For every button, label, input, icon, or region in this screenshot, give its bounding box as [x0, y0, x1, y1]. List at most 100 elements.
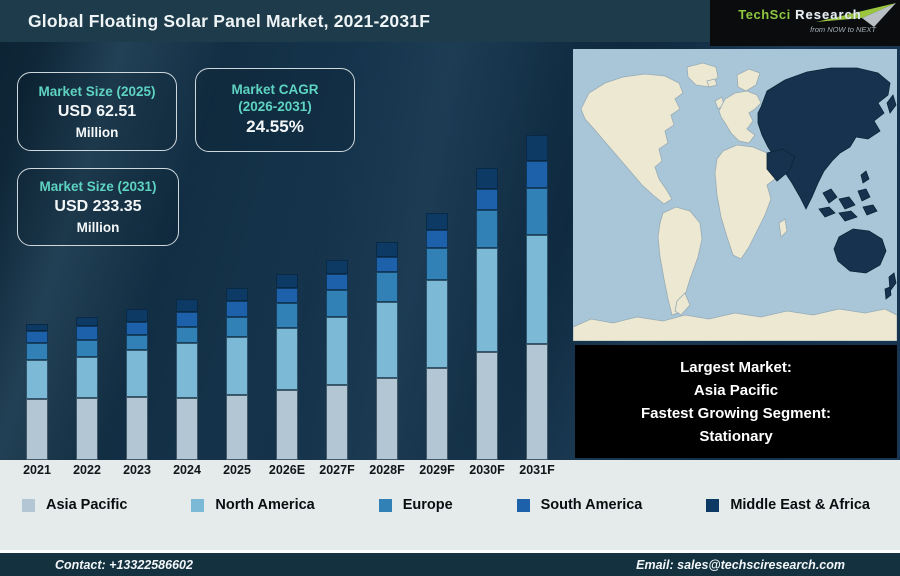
bar-segment-north-america — [376, 302, 398, 378]
bar-segment-asia-pacific — [476, 352, 498, 460]
page-title: Global Floating Solar Panel Market, 2021… — [28, 11, 431, 31]
map-iceland — [706, 78, 718, 88]
logo-brand-primary: TechSci — [738, 7, 791, 22]
bar-segment-south-america — [526, 161, 548, 188]
bar-segment-asia-pacific — [526, 344, 548, 460]
map-arabia — [766, 148, 796, 182]
bar-segment-europe — [326, 290, 348, 317]
logo-brand-secondary: Research — [795, 7, 862, 22]
contact-email: Email: sales@techsciresearch.com — [636, 557, 845, 572]
bar-2021 — [26, 324, 48, 460]
market-size-2025-label: Market Size (2025) — [38, 83, 156, 99]
x-axis-label-2023: 2023 — [123, 463, 151, 477]
legend-swatch-south-america — [516, 498, 530, 512]
map-indonesia-2 — [838, 210, 858, 222]
map-new-zealand-south — [884, 286, 892, 300]
bar-segment-middle-east-africa — [476, 168, 498, 189]
legend-item-middle-east-africa: Middle East & Africa — [706, 497, 870, 513]
footer-bar: Contact: +13322586602 Email: sales@techs… — [0, 553, 900, 576]
x-axis-label-2026E: 2026E — [268, 463, 306, 477]
bar-segment-north-america — [526, 235, 548, 344]
legend-item-south-america: South America — [516, 497, 642, 513]
chart-stage: Market Size (2025) USD 62.51 Million Mar… — [0, 42, 900, 460]
bar-segment-south-america — [376, 257, 398, 272]
bar-segment-north-america — [276, 328, 298, 390]
bar-segment-south-america — [76, 326, 98, 340]
bar-segment-middle-east-africa — [76, 317, 98, 326]
legend-item-north-america: North America — [191, 497, 315, 513]
bar-2025 — [226, 288, 248, 460]
bar-segment-south-america — [426, 230, 448, 248]
market-size-2031-unit: Million — [76, 220, 120, 235]
bar-segment-middle-east-africa — [326, 260, 348, 274]
market-cagr-label-line2: (2026-2031) — [238, 99, 312, 114]
bar-segment-north-america — [126, 350, 148, 397]
bar-2031F — [526, 135, 548, 460]
bar-2029F — [426, 213, 448, 460]
bar-segment-europe — [126, 335, 148, 350]
market-cagr-box: Market CAGR (2026-2031) 24.55% — [195, 68, 355, 152]
bar-2027F — [326, 260, 348, 460]
bar-segment-asia-pacific — [26, 399, 48, 460]
legend-swatch-europe — [378, 498, 392, 512]
map-antarctic-peninsula — [674, 292, 691, 316]
bar-segment-south-america — [476, 189, 498, 210]
bar-2022 — [76, 317, 98, 460]
legend-label-north-america: North America — [215, 497, 315, 513]
legend-item-europe: Europe — [378, 497, 453, 513]
world-map — [572, 49, 898, 342]
map-new-guinea — [862, 204, 878, 216]
map-scandinavia — [736, 68, 761, 92]
bar-2024 — [176, 299, 198, 460]
bar-segment-south-america — [276, 288, 298, 303]
bar-segment-asia-pacific — [376, 378, 398, 460]
bar-segment-south-america — [26, 331, 48, 343]
bar-segment-middle-east-africa — [426, 213, 448, 230]
bar-segment-europe — [226, 317, 248, 337]
x-axis-label-2024: 2024 — [173, 463, 201, 477]
bar-segment-asia-pacific — [226, 395, 248, 460]
map-continents — [572, 62, 898, 342]
market-size-2025-value: USD 62.51 — [57, 102, 137, 120]
bar-2030F — [476, 168, 498, 460]
x-axis: 2021 2022 2023 2024 2025 2026E 2027F 2028F 2029F… — [0, 460, 570, 482]
contact-phone: Contact: +13322586602 — [55, 557, 193, 572]
map-japan — [886, 94, 897, 114]
techsci-logo: TechSci Research from NOW to NEXT — [710, 0, 900, 46]
bar-segment-europe — [76, 340, 98, 357]
legend-label-europe: Europe — [402, 497, 453, 513]
bar-2026E — [276, 274, 298, 460]
legend-label-middle-east-africa: Middle East & Africa — [730, 497, 870, 513]
fastest-segment-value: Stationary — [699, 427, 773, 445]
x-axis-label-2030F: 2030F — [469, 463, 505, 477]
bottom-band: 2021 2022 2023 2024 2025 2026E 2027F 2028F 2029F… — [0, 460, 900, 550]
bar-segment-north-america — [76, 357, 98, 398]
bar-segment-south-america — [226, 301, 248, 317]
bar-segment-europe — [26, 343, 48, 360]
bar-segment-middle-east-africa — [526, 135, 548, 161]
map-europe — [718, 90, 762, 144]
market-size-2031-label: Market Size (2031) — [39, 179, 157, 194]
bar-2023 — [126, 309, 148, 460]
bar-segment-asia-pacific — [126, 397, 148, 460]
market-cagr-label: Market CAGR — [231, 82, 319, 97]
bar-segment-europe — [476, 210, 498, 248]
bar-segment-middle-east-africa — [276, 274, 298, 288]
bar-segment-north-america — [176, 343, 198, 398]
fastest-segment-label: Fastest Growing Segment: — [640, 404, 832, 422]
x-axis-label-2029F: 2029F — [419, 463, 455, 477]
x-axis-label-2028F: 2028F — [369, 463, 405, 477]
x-axis-label-2031F: 2031F — [519, 463, 555, 477]
legend-label-asia-pacific: Asia Pacific — [46, 497, 128, 513]
bar-segment-europe — [376, 272, 398, 302]
stacked-bar-chart — [0, 42, 570, 460]
map-new-zealand-north — [888, 272, 897, 293]
bar-segment-asia-pacific — [76, 398, 98, 460]
bar-segment-asia-pacific — [326, 385, 348, 460]
legend-swatch-asia-pacific — [22, 498, 35, 512]
legend-swatch-north-america — [191, 498, 205, 512]
bar-segment-south-america — [176, 312, 198, 327]
logo-text: TechSci Research from NOW to NEXT — [710, 6, 890, 34]
legend-swatch-middle-east-africa — [706, 498, 720, 512]
map-se-asia-2 — [838, 196, 856, 210]
